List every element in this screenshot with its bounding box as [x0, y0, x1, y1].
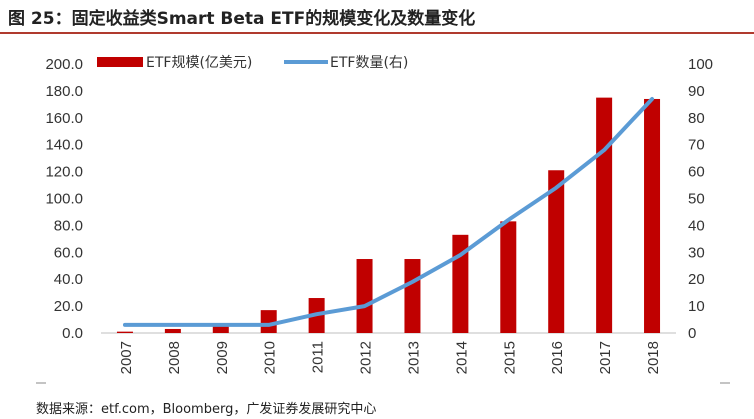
x-tick-label: 2015	[501, 341, 518, 374]
y-right-tick-label: 100	[688, 56, 713, 73]
y-left-tick-label: 100.0	[45, 191, 83, 208]
y-left-tick-label: 200.0	[45, 56, 83, 73]
y-left-tick-label: 180.0	[45, 83, 83, 100]
x-tick-label: 2009	[214, 341, 231, 374]
x-tick-label: 2014	[453, 341, 470, 374]
x-tick-label: 2011	[310, 341, 327, 373]
line-point-2008	[172, 324, 174, 326]
line-point-2017	[603, 149, 605, 151]
line-point-2018	[651, 98, 653, 100]
bar-2009	[212, 326, 229, 333]
chart-legend: ETF规模(亿美元) ETF数量(右)	[97, 55, 408, 71]
x-tick-label: 2007	[118, 341, 135, 374]
y-right-tick-label: 80	[688, 110, 705, 127]
line-point-2013	[411, 281, 413, 283]
y-left-tick-label: 140.0	[45, 137, 83, 154]
y-left-tick-label: 120.0	[45, 164, 83, 181]
x-tick-label: 2017	[597, 341, 614, 374]
x-tick-label: 2012	[358, 341, 375, 374]
bar-2016	[548, 170, 565, 333]
legend-line-label: ETF数量(右)	[330, 55, 408, 71]
line-point-2016	[555, 187, 557, 189]
x-tick-label: 2018	[645, 341, 662, 374]
line-point-2010	[268, 324, 270, 326]
bar-2013	[404, 259, 421, 333]
y-left-tick-label: 40.0	[54, 271, 83, 288]
bar-2010	[260, 310, 277, 333]
line-point-2007	[124, 324, 126, 326]
line-point-2015	[507, 219, 509, 221]
y-left-tick-label: 80.0	[54, 217, 83, 234]
y-right-tick-label: 20	[688, 271, 705, 288]
x-tick-label: 2013	[405, 341, 422, 374]
y-right-tick-label: 30	[688, 244, 705, 261]
bar-2007	[116, 331, 133, 333]
line-point-2009	[220, 324, 222, 326]
y-right-tick-label: 40	[688, 217, 705, 234]
bar-2012	[356, 259, 373, 333]
title-underline	[0, 32, 754, 34]
x-tick-label: 2016	[549, 341, 566, 374]
x-tick-label: 2010	[262, 341, 279, 374]
line-series-count	[122, 96, 655, 327]
y-right-tick-label: 90	[688, 83, 705, 100]
legend-bar-label: ETF规模(亿美元)	[146, 55, 252, 71]
y-left-tick-label: 60.0	[54, 244, 83, 261]
y-right-tick-label: 70	[688, 137, 705, 154]
bar-2017	[596, 97, 613, 333]
y-right-tick-label: 50	[688, 191, 705, 208]
y-right-tick-label: 0	[688, 325, 696, 342]
page-title: 图 25：固定收益类Smart Beta ETF的规模变化及数量变化	[8, 9, 476, 29]
bar-2018	[644, 98, 661, 333]
y-right-tick-label: 10	[688, 298, 705, 315]
line-point-2012	[364, 305, 366, 307]
source-note: 数据来源：etf.com，Bloomberg，广发证券发展研究中心	[36, 402, 377, 417]
y-right-tick-label: 60	[688, 164, 705, 181]
y-left-tick-label: 160.0	[45, 110, 83, 127]
x-tick-label: 2008	[166, 341, 183, 374]
bar-2015	[500, 221, 517, 333]
line-point-2014	[459, 254, 461, 256]
line-point-2011	[316, 313, 318, 315]
legend-bar-swatch	[97, 57, 143, 67]
bar-2008	[164, 328, 181, 333]
y-left-tick-label: 20.0	[54, 298, 83, 315]
y-left-tick-label: 0.0	[62, 325, 83, 342]
